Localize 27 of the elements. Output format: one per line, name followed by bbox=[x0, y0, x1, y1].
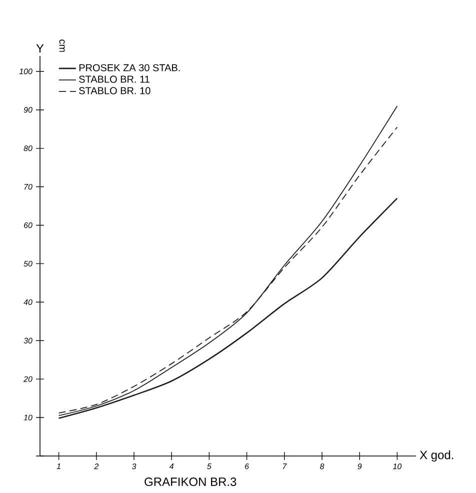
legend-label: STABLO BR. 10 bbox=[79, 87, 150, 94]
x-tick-label: 2 bbox=[94, 464, 99, 470]
legend-label: PROSEK ZA 30 STAB. bbox=[79, 64, 180, 72]
x-axis-title: X god. bbox=[420, 450, 454, 462]
text: cm bbox=[59, 40, 65, 52]
text: GRAFIKON BR.3 bbox=[144, 478, 236, 486]
x-tick-label: 8 bbox=[320, 464, 324, 470]
y-tick-label: 40 bbox=[24, 299, 32, 305]
y-tick-label: 80 bbox=[24, 145, 32, 152]
y-tick-label: 10 bbox=[24, 414, 32, 420]
y-tick-label: 70 bbox=[24, 184, 32, 190]
y-tick-label: 90 bbox=[24, 107, 32, 113]
x-tick-label: 5 bbox=[207, 464, 212, 470]
x-tick-label: 4 bbox=[169, 464, 174, 470]
y-axis-title: Y bbox=[36, 44, 44, 52]
y-tick-label: 60 bbox=[24, 222, 32, 228]
x-tick-label: 6 bbox=[245, 464, 250, 470]
x-tick-label: 9 bbox=[358, 464, 362, 470]
y-tick-label: 20 bbox=[24, 376, 32, 382]
y-tick-label: 100 bbox=[19, 68, 32, 74]
x-tick-label: 1 bbox=[56, 464, 60, 470]
y-tick-label: 50 bbox=[24, 260, 32, 267]
legend-label: STABLO BR. 11 bbox=[79, 76, 150, 83]
x-tick-label: 10 bbox=[392, 464, 402, 470]
x-tick-label: 7 bbox=[283, 464, 287, 470]
x-tick-label: 3 bbox=[132, 464, 136, 470]
y-tick-label: 30 bbox=[24, 338, 32, 344]
